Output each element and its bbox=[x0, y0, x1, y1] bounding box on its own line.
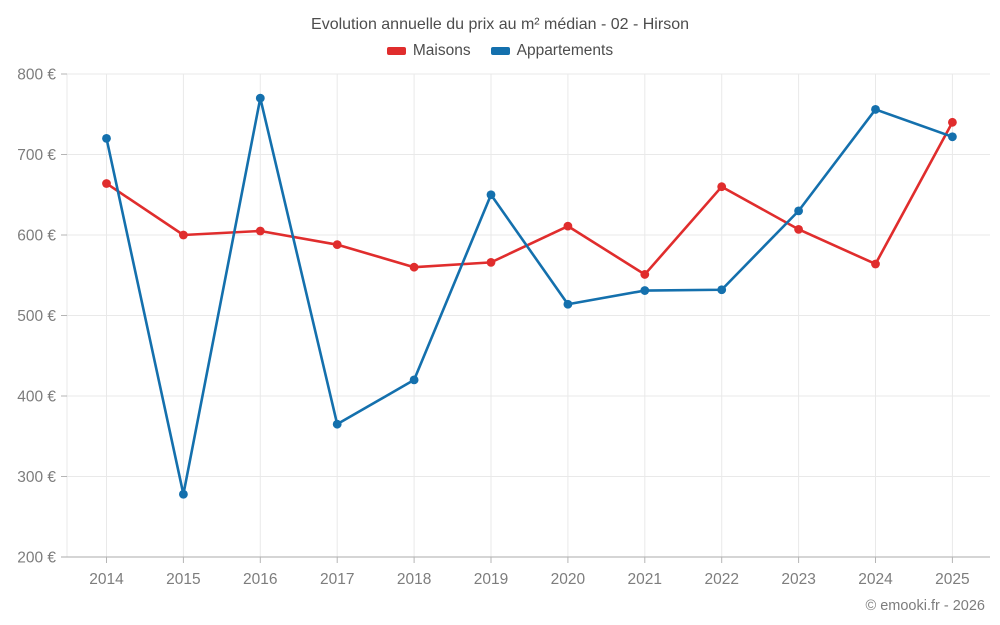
x-axis-label: 2025 bbox=[935, 571, 969, 588]
chart-header: Evolution annuelle du prix au m² médian … bbox=[0, 0, 1000, 60]
y-axis-label: 200 € bbox=[17, 550, 56, 567]
data-point-maisons-2025 bbox=[948, 117, 957, 127]
x-axis-label: 2022 bbox=[704, 571, 738, 588]
legend-label-maisons: Maisons bbox=[412, 42, 471, 59]
legend-swatch-maisons bbox=[386, 47, 406, 55]
data-point-appartements-2019 bbox=[486, 190, 496, 200]
data-point-appartements-2022 bbox=[717, 285, 727, 295]
legend-item-maisons[interactable]: Maisons bbox=[386, 42, 471, 60]
data-point-maisons-2017 bbox=[332, 240, 342, 250]
data-point-appartements-2016 bbox=[255, 93, 265, 103]
x-axis-label: 2016 bbox=[243, 571, 277, 588]
data-point-maisons-2023 bbox=[794, 224, 803, 234]
x-axis-label: 2017 bbox=[320, 571, 354, 588]
x-axis-label: 2021 bbox=[628, 571, 662, 588]
data-point-maisons-2020 bbox=[563, 221, 573, 231]
x-axis-label: 2015 bbox=[166, 571, 200, 588]
data-point-appartements-2017 bbox=[332, 419, 342, 429]
legend-swatch-appartements bbox=[490, 47, 510, 55]
data-point-maisons-2016 bbox=[255, 226, 265, 236]
y-axis-label: 700 € bbox=[17, 147, 56, 164]
data-point-maisons-2018 bbox=[409, 262, 419, 272]
data-point-appartements-2018 bbox=[409, 375, 419, 385]
chart-legend: Maisons Appartements bbox=[0, 42, 1000, 60]
data-point-appartements-2025 bbox=[948, 132, 957, 142]
data-point-maisons-2021 bbox=[640, 270, 650, 279]
data-point-appartements-2024 bbox=[871, 105, 880, 114]
x-axis-label: 2018 bbox=[397, 571, 431, 588]
data-point-maisons-2015 bbox=[179, 230, 188, 240]
data-point-maisons-2019 bbox=[486, 257, 496, 267]
data-point-appartements-2023 bbox=[794, 206, 803, 216]
y-axis-label: 500 € bbox=[17, 308, 56, 325]
x-axis-label: 2014 bbox=[89, 571, 124, 588]
data-point-maisons-2014 bbox=[102, 179, 111, 188]
chart-title: Evolution annuelle du prix au m² médian … bbox=[311, 16, 689, 33]
data-point-appartements-2020 bbox=[563, 299, 573, 309]
series-line-maisons bbox=[105, 121, 954, 276]
data-point-appartements-2015 bbox=[179, 489, 188, 499]
data-point-maisons-2022 bbox=[717, 182, 727, 192]
copyright: © emooki.fr - 2026 bbox=[865, 598, 985, 614]
data-point-appartements-2021 bbox=[640, 286, 650, 295]
x-axis-label: 2023 bbox=[781, 571, 815, 588]
y-axis-label: 600 € bbox=[17, 228, 56, 245]
legend-item-appartements[interactable]: Appartements bbox=[490, 42, 614, 60]
data-point-maisons-2024 bbox=[871, 259, 880, 269]
x-axis-label: 2020 bbox=[551, 571, 586, 588]
y-axis-label: 400 € bbox=[17, 389, 56, 406]
y-axis-label: 300 € bbox=[17, 469, 56, 486]
data-point-appartements-2014 bbox=[102, 134, 111, 143]
legend-label-appartements: Appartements bbox=[516, 42, 614, 59]
series-line-appartements bbox=[105, 96, 954, 496]
x-axis-label: 2019 bbox=[474, 571, 508, 588]
y-axis-label: 800 € bbox=[17, 67, 56, 84]
x-axis-label: 2024 bbox=[858, 571, 893, 588]
